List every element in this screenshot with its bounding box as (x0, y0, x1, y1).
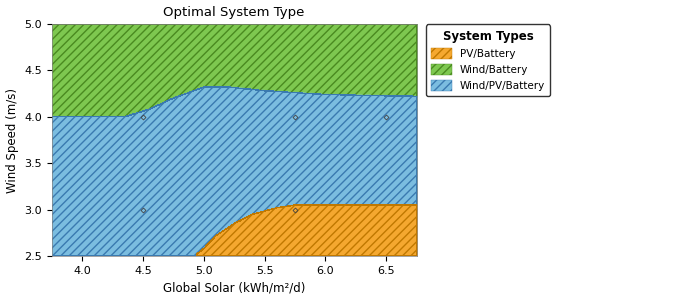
Y-axis label: Wind Speed (m/s): Wind Speed (m/s) (5, 88, 18, 193)
Legend: PV/Battery, Wind/Battery, Wind/PV/Battery: PV/Battery, Wind/Battery, Wind/PV/Batter… (426, 25, 550, 96)
Title: Optimal System Type: Optimal System Type (163, 6, 305, 19)
X-axis label: Global Solar (kWh/m²/d): Global Solar (kWh/m²/d) (163, 281, 305, 294)
